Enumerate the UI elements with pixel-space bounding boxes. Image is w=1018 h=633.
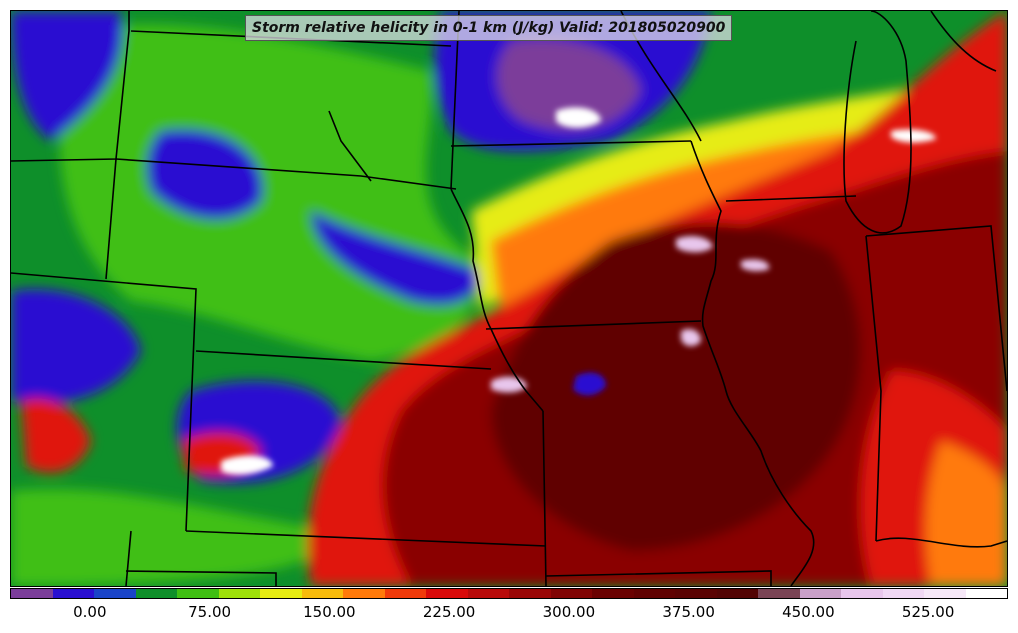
border-michigan-shore xyxy=(930,11,997,72)
border-iowa-missouri xyxy=(485,320,702,330)
colorbar-tick-label: 0.00 xyxy=(73,603,107,621)
border-kansas-east xyxy=(542,410,547,586)
colorbar-segment xyxy=(343,589,385,598)
colorbar-segment xyxy=(426,589,468,598)
colorbar-segment xyxy=(841,589,883,598)
border-mississippi xyxy=(690,140,815,586)
field-purple-north xyxy=(497,38,641,131)
colorbar-segment xyxy=(467,589,509,598)
colorbar-segment xyxy=(675,589,717,598)
border-missouri-south xyxy=(545,570,772,586)
border-lake-michigan xyxy=(843,11,912,234)
colorbar-segment xyxy=(52,589,94,598)
field-red-west-blob xyxy=(21,398,91,473)
colorbar-segment xyxy=(260,589,302,598)
colorbar-tick-label: 225.00 xyxy=(422,603,476,621)
border-montana-wyoming xyxy=(11,11,130,162)
border-illinois-east xyxy=(865,235,882,542)
colorbar-segment xyxy=(218,589,260,598)
colorbar-segment xyxy=(924,589,966,598)
border-missouri-river xyxy=(450,188,544,412)
border-dakotas xyxy=(115,158,457,190)
colorbar-tick-label: 300.00 xyxy=(542,603,596,621)
border-ohio-river xyxy=(875,537,1007,548)
state-borders xyxy=(11,11,1007,586)
colorbar-segment xyxy=(550,589,592,598)
field-blue-central xyxy=(146,129,263,220)
border-illinois-north xyxy=(725,195,857,202)
map-panel xyxy=(10,10,1008,587)
colorbar-tick-label: 525.00 xyxy=(901,603,955,621)
field-pink-spot-4 xyxy=(741,259,770,272)
colorbar-segment xyxy=(11,589,53,598)
colorbar-segment xyxy=(592,589,634,598)
field-pink-spot-1 xyxy=(676,236,713,253)
border-kansas-south xyxy=(185,530,547,547)
helicity-field-map xyxy=(11,11,1007,586)
colorbar-tick-label: 150.00 xyxy=(303,603,356,621)
colorbar-tick-label: 75.00 xyxy=(188,603,232,621)
field-blue-northwest xyxy=(11,11,123,141)
colorbar-segment xyxy=(384,589,426,598)
field-white-spot-lake xyxy=(891,129,936,143)
colorbar-tick-label: 450.00 xyxy=(782,603,835,621)
field-pink-spot-3 xyxy=(681,329,701,347)
border-texas-panhandle xyxy=(125,570,277,586)
field-blue-west xyxy=(11,289,141,404)
colorbar-segment xyxy=(94,589,136,598)
map-title-box: Storm relative helicity in 0-1 km (J/kg)… xyxy=(245,15,733,41)
colorbar-segment xyxy=(633,589,675,598)
colorbar-segment xyxy=(758,589,800,598)
colorbar xyxy=(10,588,1008,599)
border-minnesota-iowa xyxy=(450,140,692,147)
field-blue-ring xyxy=(573,372,606,396)
border-indiana-east xyxy=(865,225,1007,392)
border-wyoming-south xyxy=(11,272,197,532)
field-blue-band xyxy=(311,211,481,305)
colorbar-tick-label: 375.00 xyxy=(662,603,715,621)
field-orange-southeast xyxy=(925,441,1007,586)
map-title: Storm relative helicity in 0-1 km (J/kg)… xyxy=(252,20,726,36)
colorbar-ticks: 0.00 75.00 150.00 225.00 300.00 375.00 450.00 5… xyxy=(10,600,1008,630)
border-nebraska xyxy=(105,158,117,280)
border-kansas-north xyxy=(195,350,492,370)
field-white-spot-colorado xyxy=(221,455,273,475)
border-nd-east xyxy=(328,110,372,182)
colorbar-segment xyxy=(509,589,551,598)
colorbar-segment xyxy=(716,589,758,598)
colorbar-segment xyxy=(965,589,1007,598)
border-oklahoma xyxy=(125,530,132,586)
colorbar-segment xyxy=(135,589,177,598)
colorbar-segment xyxy=(177,589,219,598)
field-white-spot-north xyxy=(556,107,601,128)
colorbar-segment xyxy=(799,589,841,598)
field-lightgreen-plains xyxy=(11,489,332,586)
colorbar-segment xyxy=(301,589,343,598)
colorbar-segment xyxy=(882,589,924,598)
